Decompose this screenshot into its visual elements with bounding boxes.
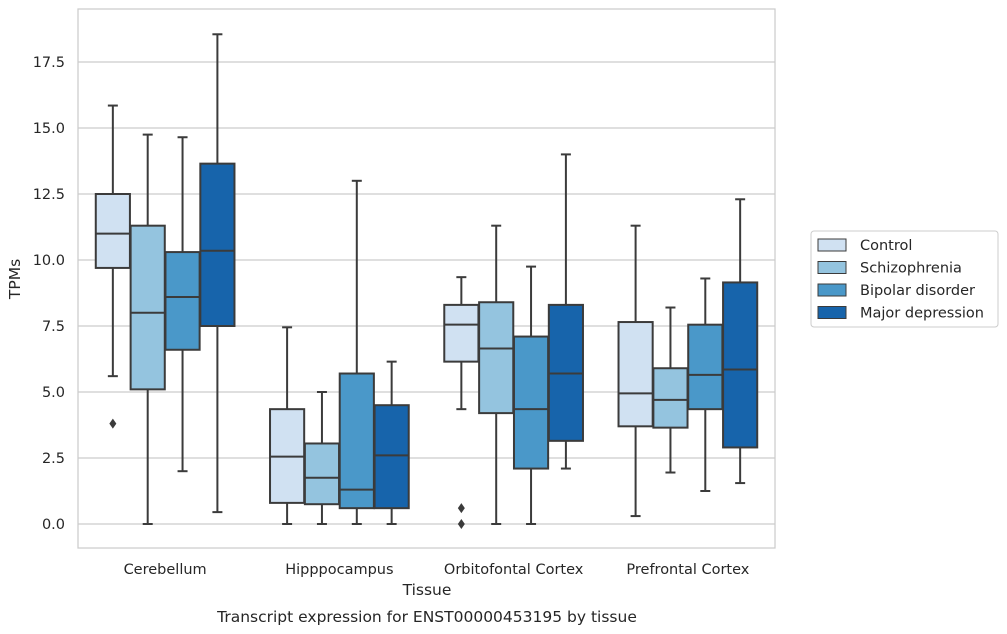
outlier-point bbox=[109, 418, 117, 429]
box-0-1 bbox=[129, 133, 166, 525]
box-iqr bbox=[617, 321, 654, 428]
box-3-0 bbox=[617, 224, 654, 518]
box-1-0 bbox=[269, 326, 306, 525]
box-iqr bbox=[443, 303, 480, 363]
box-2-0 bbox=[443, 276, 480, 529]
y-tick-label: 12.5 bbox=[33, 187, 65, 203]
box-iqr bbox=[94, 193, 131, 269]
y-tick-label: 17.5 bbox=[33, 55, 65, 71]
box-2-2 bbox=[512, 265, 550, 525]
y-tick-label: 7.5 bbox=[42, 319, 65, 335]
outlier-point bbox=[457, 503, 465, 514]
box-2-1 bbox=[478, 224, 515, 525]
y-tick-labels: 0.0 2.5 5.0 7.5 10.0 12.5 15.0 17.5 bbox=[33, 55, 65, 533]
box-iqr bbox=[303, 442, 341, 506]
outlier-point bbox=[457, 519, 465, 529]
legend-swatch bbox=[817, 261, 847, 274]
legend-frame bbox=[810, 230, 999, 328]
box-iqr bbox=[512, 335, 550, 470]
legend-swatch bbox=[817, 283, 847, 297]
y-tick-label: 5.0 bbox=[42, 385, 65, 401]
legend-label: Major depression bbox=[860, 306, 984, 322]
legend-swatch bbox=[817, 306, 847, 319]
legend: Control Schizophrenia Bipolar disorder Majo… bbox=[810, 230, 999, 328]
boxes-layer bbox=[94, 33, 759, 529]
box-iqr bbox=[199, 162, 236, 327]
box-iqr bbox=[164, 251, 201, 351]
x-tick-label: Cerebellum bbox=[124, 562, 207, 578]
box-1-3 bbox=[373, 360, 410, 525]
box-1-2 bbox=[338, 179, 375, 525]
legend-label: Schizophrenia bbox=[860, 261, 962, 277]
y-tick-label: 15.0 bbox=[33, 121, 65, 137]
box-0-3 bbox=[199, 33, 236, 514]
chart-caption: Transcript expression for ENST0000045319… bbox=[216, 608, 637, 626]
y-tick-label: 10.0 bbox=[33, 253, 65, 269]
box-iqr bbox=[373, 404, 410, 510]
plot-area-frame bbox=[77, 8, 776, 549]
legend-label: Bipolar disorder bbox=[860, 283, 975, 299]
legend-label: Control bbox=[860, 238, 912, 254]
box-iqr bbox=[338, 372, 375, 510]
box-iqr bbox=[652, 367, 689, 429]
x-tick-label: Prefrontal Cortex bbox=[626, 562, 749, 578]
box-2-3 bbox=[547, 153, 584, 470]
box-iqr bbox=[722, 281, 759, 449]
y-axis-label: TPMs bbox=[6, 259, 24, 300]
x-tick-labels: Cerebellum Hipppocampus Orbitofontal Corte… bbox=[124, 562, 750, 578]
y-tick-label: 2.5 bbox=[42, 451, 65, 467]
y-tick-label: 0.0 bbox=[42, 517, 65, 533]
box-iqr bbox=[478, 301, 515, 415]
legend-swatch bbox=[817, 238, 847, 252]
box-0-0 bbox=[94, 104, 131, 429]
x-axis-label: Tissue bbox=[402, 581, 452, 599]
x-tick-label: Hipppocampus bbox=[285, 562, 393, 578]
x-tick-label: Orbitofontal Cortex bbox=[444, 562, 584, 578]
box-iqr bbox=[129, 224, 166, 391]
box-3-1 bbox=[652, 306, 689, 474]
box-iqr bbox=[687, 323, 724, 411]
box-3-3 bbox=[722, 198, 759, 485]
